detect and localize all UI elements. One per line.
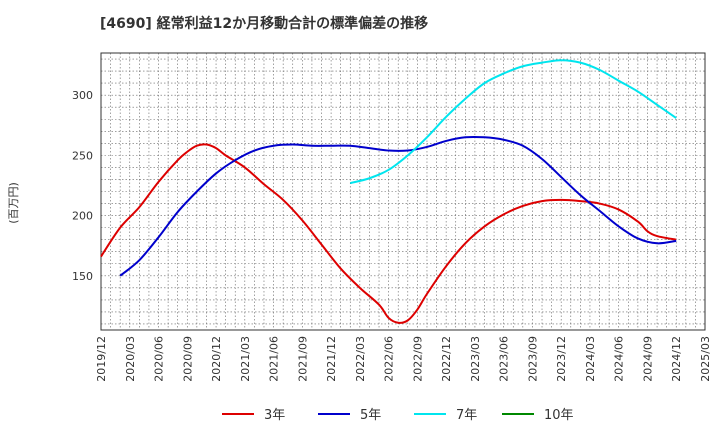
x-tick-label: 2025/03: [699, 336, 712, 382]
legend-label-5年: 5年: [360, 408, 381, 423]
x-tick-label: 2022/09: [411, 336, 424, 382]
x-tick-label: 2021/03: [239, 336, 252, 382]
x-tick-label: 2024/06: [613, 336, 626, 382]
legend-label-7年: 7年: [456, 408, 477, 423]
x-tick-label: 2019/12: [95, 336, 108, 382]
x-axis-ticks: 2019/12 2020/03 2020/06 2020/09 2020/12 2021/…: [95, 336, 712, 382]
y-tick-label: 250: [72, 149, 93, 162]
chart-title: [4690] 経常利益12か月移動合計の標準偏差の推移: [100, 15, 428, 32]
y-tick-label: 300: [72, 89, 93, 102]
series-line-3年: [100, 143, 677, 324]
x-tick-label: 2023/09: [526, 336, 539, 382]
y-axis-label: (百万円): [7, 182, 20, 224]
x-tick-label: 2021/12: [325, 336, 338, 382]
x-tick-label: 2020/06: [153, 336, 166, 382]
plot-frame: [100, 52, 706, 331]
x-tick-label: 2023/03: [469, 336, 482, 382]
series-group: [100, 59, 677, 324]
x-tick-label: 2021/06: [268, 336, 281, 382]
legend: 3年 5年 7年 10年: [222, 408, 574, 423]
x-tick-label: 2022/03: [354, 336, 367, 382]
x-tick-label: 2024/03: [584, 336, 597, 382]
x-tick-label: 2022/06: [383, 336, 396, 382]
x-tick-label: 2020/03: [124, 336, 137, 382]
x-tick-label: 2023/06: [498, 336, 511, 382]
x-tick-label: 2024/12: [670, 336, 683, 382]
legend-label-3年: 3年: [264, 408, 285, 423]
y-axis-ticks: 150 200 250 300: [72, 89, 93, 283]
series-line-7年: [350, 59, 677, 185]
legend-label-10年: 10年: [544, 408, 574, 423]
x-tick-label: 2020/12: [210, 336, 223, 382]
y-tick-label: 200: [72, 210, 93, 223]
series-line-5年: [119, 135, 677, 277]
y-tick-label: 150: [72, 270, 93, 283]
x-tick-label: 2020/09: [181, 336, 194, 382]
x-tick-label: 2023/12: [555, 336, 568, 382]
x-tick-label: 2024/09: [641, 336, 654, 382]
x-tick-label: 2022/12: [440, 336, 453, 382]
grid: [101, 53, 705, 330]
x-tick-label: 2021/09: [296, 336, 309, 382]
